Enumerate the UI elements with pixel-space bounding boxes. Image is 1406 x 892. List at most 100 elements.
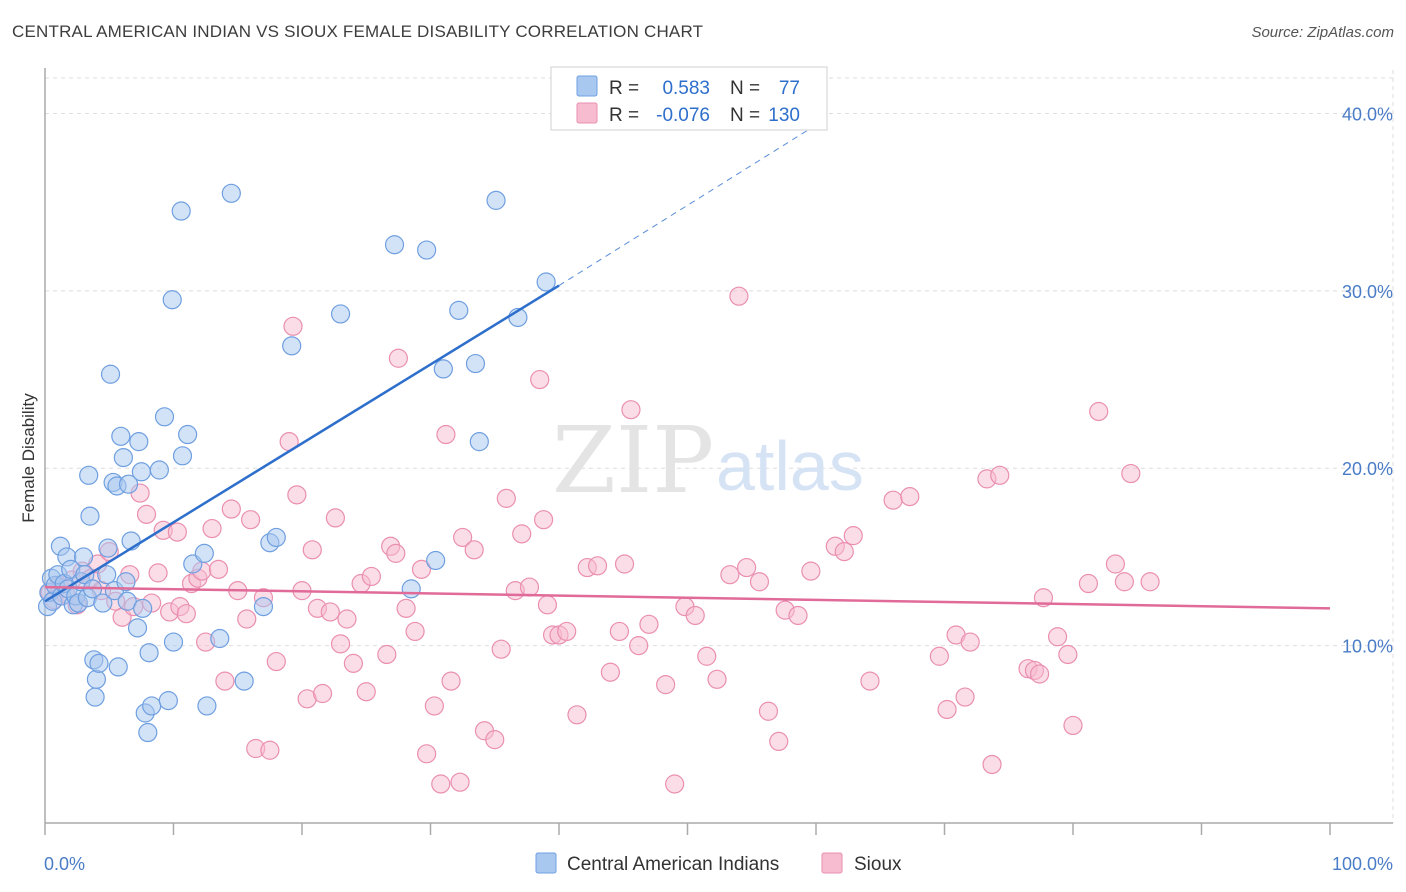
- sioux-point-65: [436, 424, 456, 445]
- sioux-point-85: [587, 556, 608, 576]
- central-american-indians-point-27: [97, 565, 117, 585]
- sioux-point-133: [1140, 572, 1160, 592]
- central-american-indians-point-54: [172, 446, 193, 466]
- y-tick-label-0: 10.0%: [1342, 637, 1393, 657]
- sioux-point-78: [533, 510, 554, 530]
- sioux-point-127: [1063, 715, 1083, 736]
- sioux-point-125: [1047, 627, 1068, 647]
- central-american-indians-point-25: [89, 653, 109, 673]
- central-american-indians-points: [37, 183, 556, 743]
- watermark-atlas: atlas: [716, 427, 864, 505]
- sioux-point-48: [325, 508, 346, 528]
- central-american-indians-point-77: [536, 272, 556, 292]
- central-american-indians-point-40: [127, 618, 148, 638]
- sioux-point-101: [749, 572, 770, 592]
- sioux-point-47: [320, 602, 340, 622]
- legend-r-value-blue: 0.583: [662, 78, 710, 99]
- central-american-indians-point-43: [133, 598, 153, 618]
- sioux-point-124: [1033, 588, 1054, 608]
- sioux-point-103: [769, 731, 789, 752]
- sioux-point-29: [208, 559, 229, 579]
- central-american-indians-point-50: [158, 691, 178, 711]
- sioux-point-87: [609, 621, 629, 642]
- sioux-point-51: [343, 653, 363, 673]
- central-american-indians-point-36: [116, 572, 136, 592]
- central-american-indians-point-65: [282, 336, 302, 356]
- central-american-indians-point-33: [108, 657, 128, 677]
- bottom-legend: Central American Indians Sioux: [535, 852, 902, 875]
- sioux-point-31: [221, 499, 241, 519]
- sioux-point-106: [801, 561, 821, 581]
- central-american-indians-point-59: [210, 628, 230, 649]
- central-american-indians-point-23: [85, 687, 105, 707]
- y-tick-label-1: 20.0%: [1342, 459, 1393, 479]
- central-american-indians-point-48: [149, 460, 169, 480]
- central-american-indians-point-55: [178, 424, 198, 445]
- central-american-indians-point-74: [469, 432, 489, 452]
- central-american-indians-point-38: [118, 474, 139, 494]
- sioux-point-40: [283, 316, 303, 336]
- tick-labels: 10.0% 20.0% 30.0% 40.0% 0.0% 100.0%: [44, 104, 1393, 874]
- bottom-legend-label-pink: Sioux: [854, 854, 902, 875]
- legend-box: R = 0.583 N = 77 R = -0.076 N = 130: [550, 66, 828, 131]
- central-american-indians-point-47: [142, 696, 162, 716]
- sioux-point-53: [356, 682, 376, 702]
- sioux-point-77: [530, 369, 550, 390]
- sioux-trend-line: [44, 585, 1331, 610]
- sioux-point-110: [860, 671, 880, 691]
- legend-n-label-blue: N =: [730, 78, 760, 99]
- sioux-point-97: [707, 669, 727, 689]
- central-american-indians-point-75: [486, 190, 506, 210]
- bottom-legend-swatch-blue: [535, 852, 557, 874]
- chart-title: CENTRAL AMERICAN INDIAN VS SIOUX FEMALE …: [12, 22, 704, 41]
- sioux-point-66: [441, 671, 461, 691]
- x-tick-label-1: 100.0%: [1332, 854, 1393, 874]
- sioux-point-91: [639, 614, 659, 634]
- central-american-indians-point-71: [433, 359, 453, 379]
- central-american-indians-point-28: [98, 538, 118, 558]
- central-american-indians-point-61: [234, 671, 254, 691]
- sioux-point-92: [656, 675, 676, 695]
- sioux-point-90: [629, 636, 649, 656]
- central-american-indians-point-51: [162, 290, 182, 310]
- bottom-legend-swatch-pink: [821, 852, 843, 874]
- central-american-indians-point-16: [73, 547, 94, 567]
- trend-lines: [44, 116, 1331, 610]
- sioux-point-71: [485, 730, 505, 750]
- sioux-point-67: [450, 772, 470, 792]
- sioux-point-126: [1058, 644, 1078, 665]
- legend-n-value-blue: 77: [779, 78, 800, 99]
- legend-r-label-blue: R =: [609, 78, 639, 99]
- sioux-point-132: [1121, 463, 1141, 484]
- sioux-point-38: [266, 651, 286, 672]
- central-american-indians-point-57: [194, 543, 214, 563]
- central-american-indians-point-67: [384, 235, 405, 255]
- central-american-indians-point-66: [330, 304, 351, 324]
- x-tick-label-0: 0.0%: [44, 854, 85, 874]
- sioux-point-100: [737, 557, 757, 578]
- central-american-indians-trend-line: [44, 284, 560, 603]
- sioux-point-83: [567, 705, 587, 725]
- sioux-point-73: [496, 488, 516, 508]
- sioux-point-109: [843, 526, 863, 546]
- central-american-indians-point-46: [139, 643, 159, 663]
- sioux-point-93: [665, 774, 685, 794]
- sioux-point-76: [519, 577, 540, 597]
- central-american-indians-point-68: [417, 240, 437, 260]
- sioux-point-111: [883, 490, 903, 510]
- sioux-point-131: [1114, 572, 1135, 592]
- sioux-point-75: [512, 524, 532, 544]
- sioux-point-79: [537, 595, 558, 615]
- sioux-point-58: [388, 348, 408, 368]
- sioux-point-130: [1105, 554, 1126, 574]
- axes: [44, 68, 1393, 835]
- sioux-point-128: [1078, 573, 1099, 594]
- central-american-indians-point-42: [131, 462, 151, 482]
- sioux-point-114: [937, 699, 957, 720]
- legend-n-label-pink: N =: [730, 105, 760, 126]
- central-american-indians-point-69: [426, 550, 446, 571]
- sioux-point-60: [405, 621, 425, 642]
- legend-r-value-pink: -0.076: [656, 105, 710, 126]
- sioux-point-108: [834, 542, 854, 562]
